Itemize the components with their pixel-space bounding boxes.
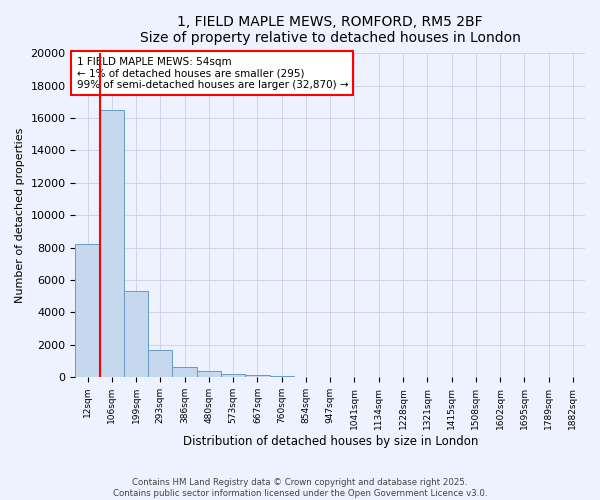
Bar bbox=[245, 376, 269, 377]
Text: 1 FIELD MAPLE MEWS: 54sqm
← 1% of detached houses are smaller (295)
99% of semi-: 1 FIELD MAPLE MEWS: 54sqm ← 1% of detach… bbox=[77, 56, 348, 90]
Bar bbox=[221, 374, 245, 377]
X-axis label: Distribution of detached houses by size in London: Distribution of detached houses by size … bbox=[182, 434, 478, 448]
Bar bbox=[100, 110, 124, 377]
Bar bbox=[172, 368, 197, 377]
Title: 1, FIELD MAPLE MEWS, ROMFORD, RM5 2BF
Size of property relative to detached hous: 1, FIELD MAPLE MEWS, ROMFORD, RM5 2BF Si… bbox=[140, 15, 521, 45]
Bar bbox=[124, 292, 148, 377]
Bar bbox=[148, 350, 172, 377]
Text: Contains HM Land Registry data © Crown copyright and database right 2025.
Contai: Contains HM Land Registry data © Crown c… bbox=[113, 478, 487, 498]
Bar bbox=[76, 244, 100, 377]
Bar bbox=[269, 376, 294, 377]
Bar bbox=[197, 370, 221, 377]
Y-axis label: Number of detached properties: Number of detached properties bbox=[15, 128, 25, 303]
